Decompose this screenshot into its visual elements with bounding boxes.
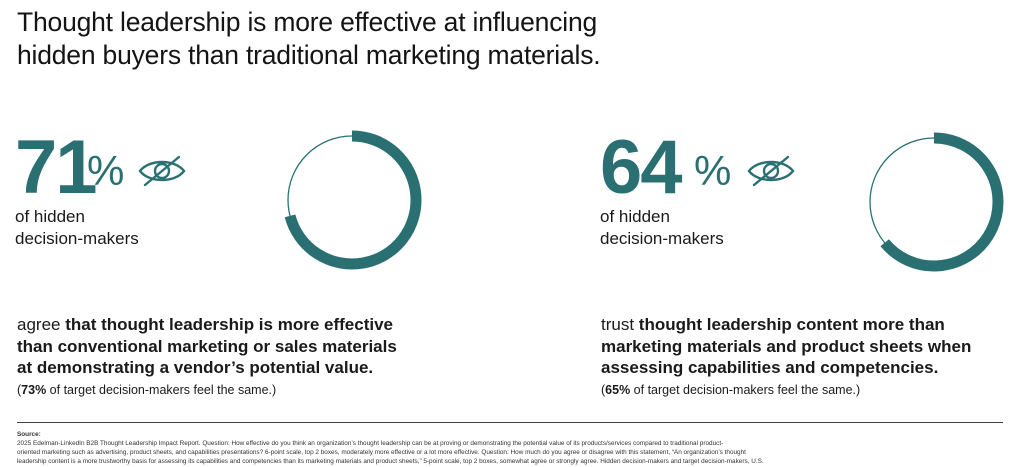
stat-right-description: trust thought leadership content more th… xyxy=(601,314,1001,379)
stat-left-note-text: of target decision-makers feel the same.… xyxy=(46,383,277,397)
stat-left-desc-lead: agree xyxy=(17,315,66,334)
stat-right-sub-line-2: decision-makers xyxy=(600,229,724,248)
stat-left-note-open: ( xyxy=(17,383,22,397)
stat-left-description: agree that thought leadership is more ef… xyxy=(17,314,417,379)
source-line-1: Source: 2025 Edelman-LinkedIn B2B Though… xyxy=(17,430,807,448)
divider xyxy=(17,422,1003,423)
stat-right-note-text: of target decision-makers feel the same.… xyxy=(630,383,861,397)
stat-right: 64 % of hidden decision-makers xyxy=(600,128,860,248)
stat-right-value: 64 xyxy=(600,125,683,210)
stat-left: 71 % of hidden decision-makers xyxy=(15,128,275,248)
eye-slash-icon xyxy=(747,155,795,187)
stat-right-note-value: 65% xyxy=(605,383,631,397)
stat-left-unit: % xyxy=(87,147,125,194)
stat-left-subtitle: of hidden decision-makers xyxy=(15,206,215,250)
stat-left-note-value: 73% xyxy=(21,383,47,397)
source-text-1: 2025 Edelman-LinkedIn B2B Thought Leader… xyxy=(17,440,724,447)
stat-right-unit: % xyxy=(694,147,732,194)
source-line-3: leadership content is a more trustworthy… xyxy=(17,458,764,465)
stat-right-note: (65% of target decision-makers feel the … xyxy=(601,382,860,398)
stat-left-value: 71 xyxy=(15,125,98,210)
stat-right-sub-line-1: of hidden xyxy=(600,207,670,226)
stat-left-desc-bold-1: that thought leadership is more effectiv… xyxy=(65,315,393,334)
source-footnote: Source: 2025 Edelman-LinkedIn B2B Though… xyxy=(17,430,807,466)
headline: Thought leadership is more effective at … xyxy=(17,6,737,72)
headline-line-1: Thought leadership is more effective at … xyxy=(17,7,598,37)
source-line-2: oriented marketing such as advertising, … xyxy=(17,449,746,456)
stat-right-note-open: ( xyxy=(601,383,606,397)
headline-line-2: hidden buyers than traditional marketing… xyxy=(17,40,601,70)
stat-right-desc-bold-3: assessing capabilities and competencies. xyxy=(601,358,939,377)
source-label: Source: xyxy=(17,431,41,438)
stat-right-desc-lead: trust xyxy=(601,315,639,334)
stat-left-desc-bold-3: at demonstrating a vendor’s potential va… xyxy=(17,358,374,377)
donut-value-arc xyxy=(284,130,422,270)
stat-left-desc-bold-2: than conventional marketing or sales mat… xyxy=(17,336,397,356)
stat-left-sub-line-1: of hidden xyxy=(15,207,85,226)
stat-left-note: (73% of target decision-makers feel the … xyxy=(17,382,276,398)
donut-value-arc xyxy=(880,132,1004,272)
eye-slash-icon xyxy=(138,155,186,187)
stat-right-desc-bold-2: marketing materials and product sheets w… xyxy=(601,336,972,356)
stat-right-subtitle: of hidden decision-makers xyxy=(600,206,800,250)
stat-right-desc-bold-1: thought leadership content more than xyxy=(638,315,945,334)
stat-left-sub-line-2: decision-makers xyxy=(15,229,139,248)
donut-chart-left xyxy=(284,130,422,270)
donut-chart-right xyxy=(869,132,1004,272)
